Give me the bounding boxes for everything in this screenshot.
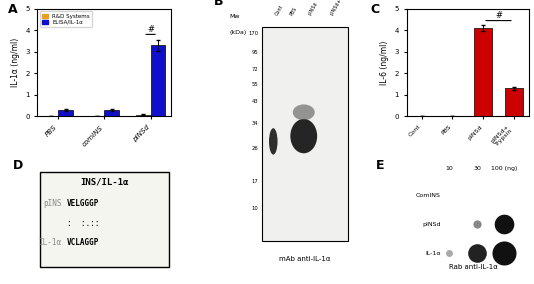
Text: 17: 17 <box>252 179 258 183</box>
Point <box>500 222 508 226</box>
Text: A: A <box>8 3 18 16</box>
Point <box>500 251 508 256</box>
Text: pINSd+Trypsin: pINSd+Trypsin <box>329 0 352 16</box>
Text: #: # <box>495 11 502 20</box>
Text: #: # <box>147 25 154 34</box>
Text: IL-1α: IL-1α <box>426 251 441 256</box>
Bar <box>58 110 73 116</box>
Text: 34: 34 <box>252 121 258 126</box>
Text: pINSd: pINSd <box>308 1 319 16</box>
Text: 72: 72 <box>252 67 258 72</box>
Point <box>445 251 454 256</box>
Text: 10: 10 <box>445 166 453 171</box>
Ellipse shape <box>293 105 315 120</box>
Text: D: D <box>13 159 23 172</box>
Text: pINS: pINS <box>43 199 61 208</box>
Text: VCLAGGP: VCLAGGP <box>67 238 99 247</box>
Text: 170: 170 <box>248 31 258 36</box>
Text: (kDa): (kDa) <box>230 30 247 35</box>
Text: Rab anti-IL-1α: Rab anti-IL-1α <box>450 264 498 270</box>
Text: E: E <box>376 159 385 172</box>
Y-axis label: IL-6 (ng/ml): IL-6 (ng/ml) <box>380 40 389 85</box>
Text: 43: 43 <box>252 99 258 105</box>
Text: 55: 55 <box>252 82 258 87</box>
Ellipse shape <box>290 119 317 153</box>
FancyBboxPatch shape <box>262 27 348 241</box>
Legend: R&D Systems, ELISA/IL-1α: R&D Systems, ELISA/IL-1α <box>40 11 92 27</box>
Bar <box>136 115 151 116</box>
Text: Mw: Mw <box>230 14 240 19</box>
Text: 95: 95 <box>252 50 258 55</box>
FancyBboxPatch shape <box>40 172 169 267</box>
Text: Cont: Cont <box>274 4 285 16</box>
Text: mAb anti-IL-1α: mAb anti-IL-1α <box>279 256 331 262</box>
Text: B: B <box>214 0 223 8</box>
Text: pINSd: pINSd <box>422 222 441 227</box>
Bar <box>151 45 166 116</box>
Text: IL-1α: IL-1α <box>38 238 61 247</box>
Text: VELGGGP: VELGGGP <box>67 199 99 208</box>
Point <box>473 251 482 256</box>
Text: 100 (ng): 100 (ng) <box>491 166 517 171</box>
Text: ComINS: ComINS <box>416 193 441 197</box>
Bar <box>105 110 119 116</box>
Ellipse shape <box>269 128 278 154</box>
Text: 10: 10 <box>252 206 258 211</box>
Point <box>473 222 482 226</box>
Text: INS/IL-1α: INS/IL-1α <box>80 178 129 187</box>
Bar <box>474 28 492 116</box>
Text: PBS: PBS <box>289 6 298 16</box>
Y-axis label: IL-1α (ng/ml): IL-1α (ng/ml) <box>11 38 20 87</box>
Text: 26: 26 <box>252 147 258 151</box>
Bar <box>505 88 523 116</box>
Text: C: C <box>370 3 379 16</box>
Text: :  :.::: : :.:: <box>67 219 99 227</box>
Text: 30: 30 <box>474 166 481 171</box>
